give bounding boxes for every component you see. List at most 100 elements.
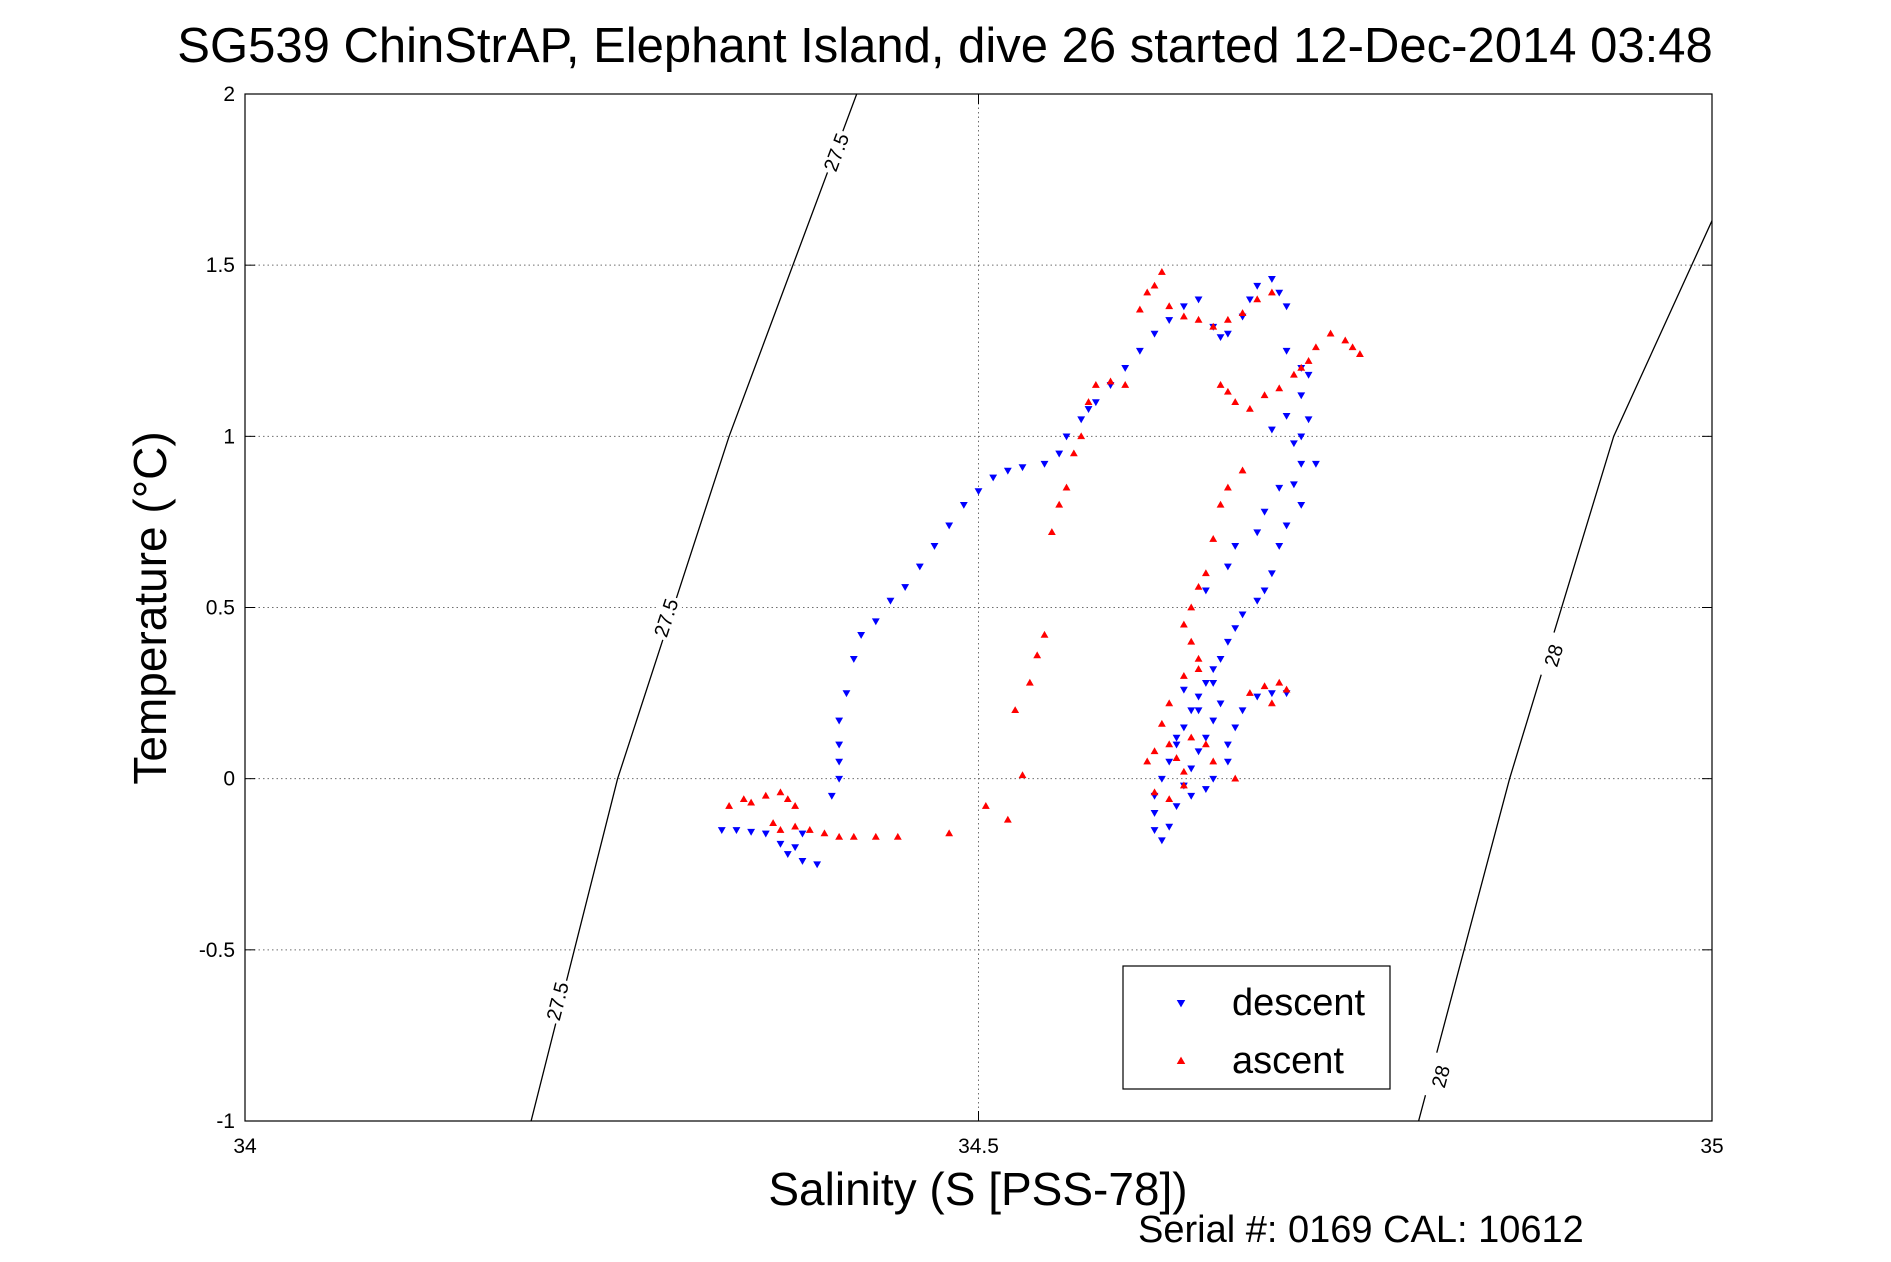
- descent-point: [1201, 587, 1210, 595]
- ascent-point: [1091, 380, 1100, 388]
- ascent-point: [835, 832, 844, 840]
- descent-point: [1077, 416, 1086, 424]
- descent-point: [1223, 741, 1232, 749]
- descent-point: [945, 522, 954, 530]
- ascent-point: [1179, 781, 1188, 789]
- descent-point: [1121, 365, 1130, 372]
- descent-point: [835, 758, 844, 766]
- ascent-point: [1209, 322, 1218, 330]
- ascent-point: [820, 829, 829, 837]
- ascent-point: [1165, 740, 1174, 748]
- ascent-point: [1135, 305, 1144, 313]
- descent-point: [813, 861, 822, 869]
- ascent-point: [1187, 733, 1196, 741]
- descent-point: [1275, 484, 1284, 492]
- descent-point: [783, 851, 792, 858]
- ascent-point: [1201, 569, 1210, 577]
- descent-point: [1062, 433, 1071, 441]
- descent-point: [1018, 464, 1027, 472]
- descent-point: [1231, 724, 1240, 732]
- descent-point: [1084, 406, 1093, 413]
- descent-point: [1282, 412, 1291, 420]
- descent-point: [1267, 426, 1276, 434]
- ascent-point: [1150, 281, 1159, 289]
- descent-point: [835, 775, 844, 783]
- descent-point: [1304, 416, 1313, 424]
- ascent-point: [1341, 336, 1350, 344]
- descent-point: [1275, 543, 1284, 550]
- descent-point: [1201, 786, 1210, 793]
- ascent-point: [945, 829, 954, 837]
- y-tick-label: -1: [216, 1110, 235, 1133]
- ascent-point: [1179, 767, 1188, 775]
- legend-label-descent: descent: [1232, 982, 1366, 1024]
- descent-point: [747, 828, 756, 836]
- ascent-point: [1356, 350, 1364, 358]
- x-tick-label: 34.5: [958, 1135, 999, 1158]
- descent-point: [1187, 792, 1196, 800]
- descent-point: [1289, 440, 1298, 448]
- descent-point: [798, 830, 807, 838]
- ascent-point: [1179, 312, 1188, 320]
- chart-title: SG539 ChinStrAP, Elephant Island, dive 2…: [177, 19, 1712, 73]
- ascent-point: [1209, 757, 1218, 765]
- y-tick-label: 0: [223, 768, 235, 791]
- ascent-point: [1201, 740, 1210, 748]
- serial-footer: Serial #: 0169 CAL: 10612: [1138, 1209, 1584, 1251]
- descent-point: [1223, 330, 1232, 338]
- descent-point: [1231, 625, 1240, 633]
- ascent-point: [1223, 483, 1232, 491]
- ascent-point: [1121, 380, 1130, 388]
- ascent-point: [1348, 343, 1357, 351]
- ascent-point: [1025, 678, 1034, 686]
- descent-point: [989, 474, 998, 482]
- descent-point: [1209, 666, 1218, 674]
- descent-point: [1165, 317, 1174, 324]
- ascent-point: [1187, 603, 1196, 611]
- ascent-point: [1143, 757, 1152, 765]
- ascent-point: [1150, 788, 1159, 796]
- ascent-point: [1231, 774, 1240, 782]
- ascent-point: [849, 832, 858, 840]
- ascent-point: [1003, 815, 1012, 823]
- y-tick-label: 0.5: [206, 597, 235, 620]
- x-axis-label: Salinity (S [PSS-78]): [768, 1163, 1187, 1215]
- ascent-point: [747, 798, 756, 806]
- descent-point: [1157, 837, 1166, 845]
- ascent-point: [871, 832, 880, 840]
- descent-point: [1209, 717, 1218, 725]
- ascent-point: [1282, 685, 1291, 693]
- ascent-point: [1040, 630, 1049, 638]
- ascent-point: [791, 802, 800, 809]
- descent-point: [1253, 282, 1262, 290]
- y-tick-label: 1.5: [206, 254, 235, 277]
- ascent-point: [1275, 384, 1284, 392]
- descent-point: [1157, 775, 1166, 783]
- ascent-point: [1231, 398, 1240, 405]
- ascent-point: [1165, 795, 1174, 803]
- descent-point: [1194, 748, 1203, 756]
- descent-point: [901, 584, 910, 591]
- ascent-point: [1062, 483, 1071, 491]
- ascent-point: [783, 795, 792, 803]
- ascent-point: [1260, 682, 1269, 690]
- ascent-point: [1179, 671, 1188, 679]
- data-points: [717, 268, 1364, 869]
- ascent-point: [1326, 329, 1335, 337]
- ascent-point: [1157, 268, 1166, 275]
- contour-label-bg: [647, 593, 685, 643]
- descent-point: [1179, 724, 1188, 732]
- descent-point: [1172, 803, 1181, 811]
- descent-point: [1267, 276, 1276, 283]
- x-tick-label: 34: [233, 1135, 257, 1158]
- descent-point: [842, 690, 851, 698]
- descent-point: [1150, 827, 1159, 835]
- ascent-point: [1150, 747, 1159, 755]
- ascent-point: [1253, 295, 1262, 303]
- descent-point: [1194, 296, 1203, 304]
- y-tick-label: 1: [223, 425, 235, 448]
- ascent-point: [1209, 535, 1218, 542]
- descent-point: [1253, 693, 1262, 701]
- y-tick-label: 2: [223, 83, 235, 106]
